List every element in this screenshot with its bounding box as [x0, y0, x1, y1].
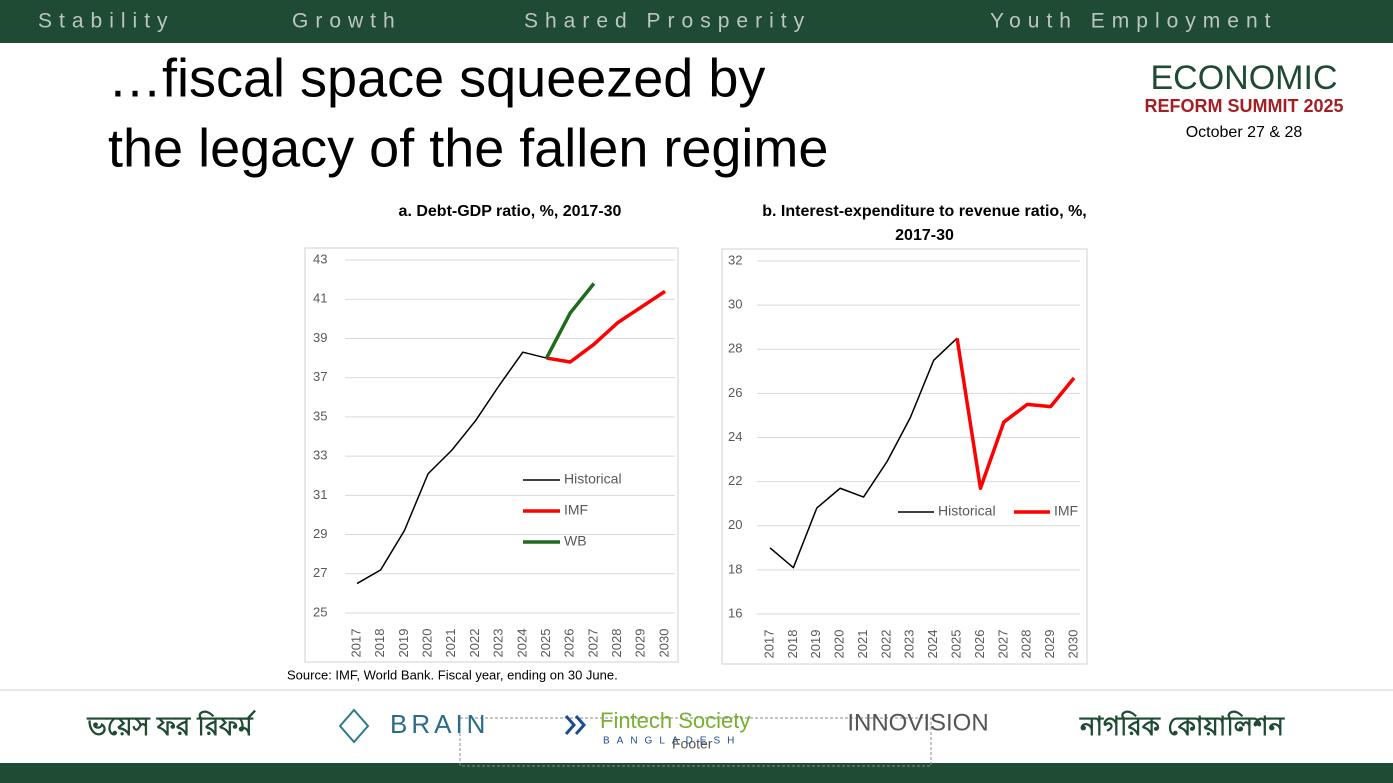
x-tick-label: 2030: [656, 629, 671, 658]
x-tick-label: 2022: [467, 629, 482, 658]
x-tick-label: 2024: [925, 630, 940, 659]
y-tick-label: 30: [728, 297, 742, 312]
header-item: Stability: [38, 10, 175, 33]
x-tick-label: 2021: [855, 630, 870, 659]
x-tick-label: 2026: [562, 629, 577, 658]
y-tick-label: 29: [313, 526, 327, 541]
x-tick-label: 2023: [902, 630, 917, 659]
chart-frame: [721, 248, 1088, 665]
y-tick-label: 27: [313, 565, 327, 580]
chart-frame: [304, 247, 679, 663]
logo-date: October 27 & 28: [1186, 124, 1303, 141]
fintech-icon: [564, 715, 587, 735]
legend-label: IMF: [1054, 503, 1078, 519]
series-line: [356, 351, 547, 585]
slide-title: …fiscal space squeezed by: [108, 48, 765, 108]
logo-line: ECONOMIC: [1151, 59, 1338, 97]
legend-label: Historical: [938, 503, 996, 519]
y-tick-label: 41: [313, 291, 327, 306]
logo-line: REFORM SUMMIT 2025: [1144, 96, 1343, 116]
header-item: Youth Employment: [990, 10, 1278, 33]
footer-logo: BRAIN: [390, 709, 489, 739]
x-tick-label: 2026: [972, 630, 987, 659]
x-tick-label: 2020: [832, 630, 847, 659]
y-tick-label: 22: [728, 473, 742, 488]
series-line: [546, 289, 666, 364]
x-tick-label: 2020: [420, 629, 435, 658]
x-tick-label: 2024: [514, 629, 529, 658]
footer-logo: নাগরিক কোয়ালিশন: [1079, 710, 1286, 741]
source-note: Source: IMF, World Bank. Fiscal year, en…: [287, 667, 618, 682]
chart-title: b. Interest-expenditure to revenue ratio…: [762, 203, 1087, 244]
y-tick-label: 33: [313, 448, 327, 463]
x-tick-label: 2021: [443, 629, 458, 658]
footer-band: [0, 763, 1393, 783]
footer-placeholder: Footer: [672, 736, 713, 752]
legend-label: IMF: [564, 502, 588, 518]
footer-logo: INNOVISION: [847, 709, 988, 736]
y-tick-label: 25: [313, 604, 327, 619]
chart-title: a. Debt-GDP ratio, %, 2017-30: [398, 203, 622, 220]
footer-logo: ভয়েস ফর রিফর্ম: [86, 710, 257, 741]
y-tick-label: 35: [313, 408, 327, 423]
x-tick-label: 2028: [1019, 630, 1034, 659]
y-tick-label: 31: [313, 487, 327, 502]
x-tick-label: 2023: [491, 629, 506, 658]
y-tick-label: 16: [728, 605, 742, 620]
footer-logo: Fintech Society: [600, 708, 750, 733]
x-tick-label: 2029: [1042, 630, 1057, 659]
brain-icon: [338, 708, 370, 744]
y-tick-label: 28: [728, 341, 742, 356]
x-tick-label: 2019: [396, 629, 411, 658]
legend-label: Historical: [564, 471, 622, 487]
chart-title-box: a. Debt-GDP ratio, %, 2017-30: [398, 203, 622, 220]
footer-logo: BANGLADESH: [603, 736, 741, 747]
x-tick-label: 2018: [785, 630, 800, 659]
y-tick-label: 18: [728, 561, 742, 576]
x-tick-label: 2017: [761, 630, 776, 659]
chart-title-box: b. Interest-expenditure to revenue ratio…: [762, 203, 1087, 244]
series-line: [544, 282, 596, 359]
x-tick-label: 2028: [609, 629, 624, 658]
y-tick-label: 43: [313, 251, 327, 266]
x-tick-label: 2018: [372, 629, 387, 658]
header-item: Shared Prosperity: [524, 10, 811, 33]
x-tick-label: 2025: [949, 630, 964, 659]
header-band: [0, 0, 1393, 43]
x-tick-label: 2027: [585, 629, 600, 658]
legend-label: WB: [564, 533, 587, 549]
y-tick-label: 39: [313, 330, 327, 345]
y-tick-label: 32: [728, 252, 742, 267]
x-tick-label: 2030: [1065, 630, 1080, 659]
x-tick-label: 2017: [348, 629, 363, 658]
x-tick-label: 2022: [878, 630, 893, 659]
x-tick-label: 2029: [633, 629, 648, 658]
x-tick-label: 2027: [995, 630, 1010, 659]
y-tick-label: 37: [313, 369, 327, 384]
series-line: [955, 337, 1076, 490]
x-tick-label: 2025: [538, 629, 553, 658]
slide-title: the legacy of the fallen regime: [108, 118, 828, 178]
series-line: [769, 337, 958, 569]
header-item: Growth: [292, 10, 402, 33]
y-tick-label: 24: [728, 429, 742, 444]
y-tick-label: 26: [728, 385, 742, 400]
footer-placeholder-box: [459, 717, 932, 767]
y-tick-label: 20: [728, 517, 742, 532]
x-tick-label: 2019: [808, 630, 823, 659]
